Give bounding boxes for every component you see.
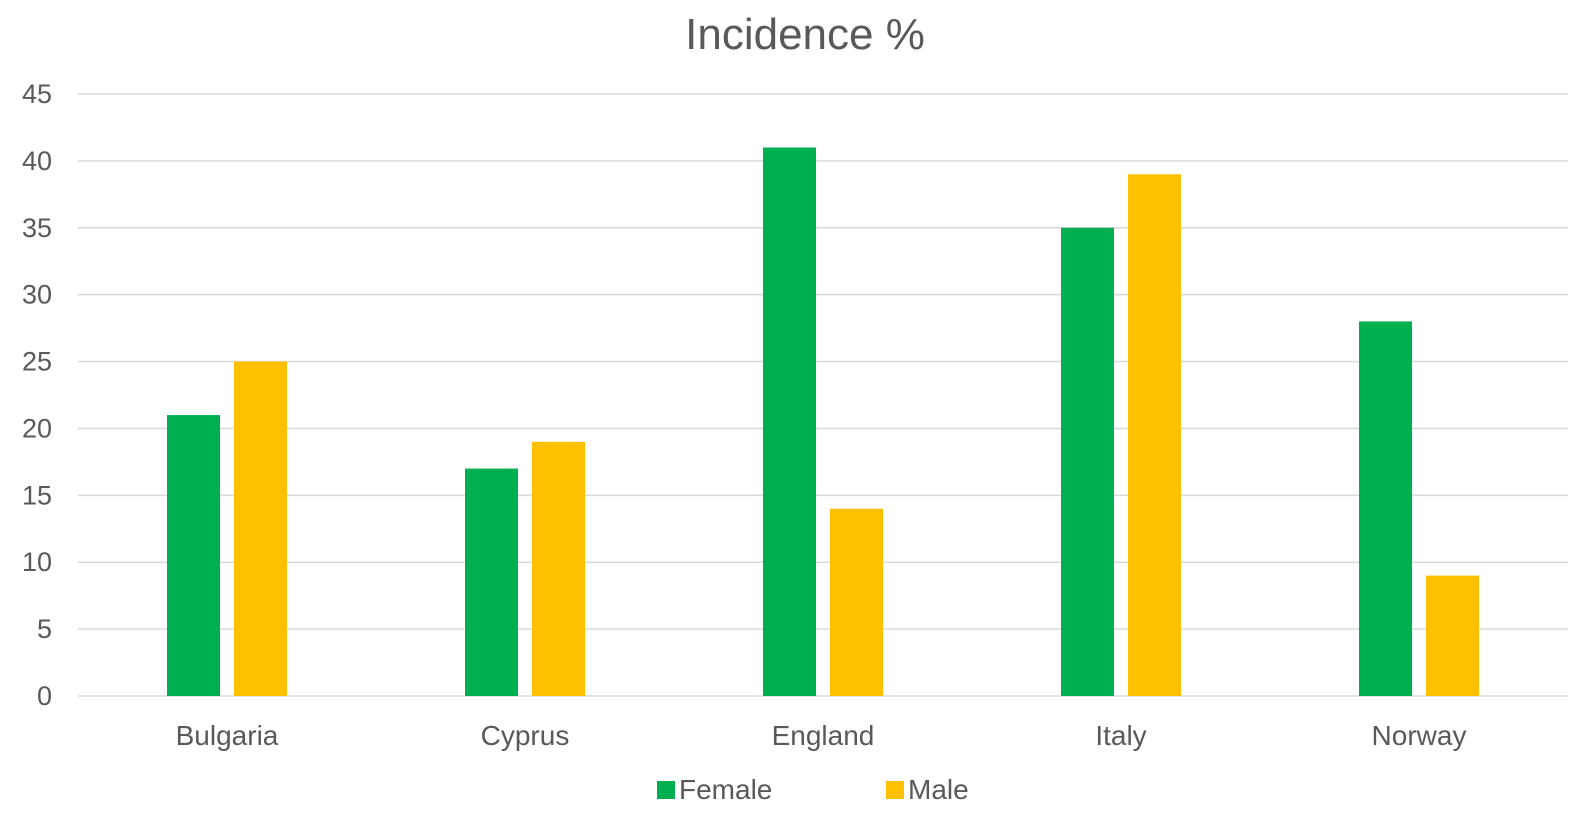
- legend-swatch-male: [886, 781, 904, 799]
- bar-female-cyprus: [465, 468, 518, 696]
- y-tick-label: 10: [22, 547, 52, 577]
- x-category-label: Cyprus: [481, 720, 570, 751]
- x-category-label: Norway: [1372, 720, 1467, 751]
- y-tick-label: 40: [22, 146, 52, 176]
- y-tick-label: 0: [37, 681, 52, 711]
- legend-label-male: Male: [908, 774, 969, 805]
- bar-male-england: [830, 508, 883, 696]
- gridlines: [78, 93, 1568, 697]
- legend-label-female: Female: [679, 774, 772, 805]
- y-tick-label: 45: [22, 79, 52, 109]
- x-category-label: Bulgaria: [176, 720, 279, 751]
- legend: Female Male: [657, 774, 969, 805]
- x-axis-category-labels: Bulgaria Cyprus England Italy Norway: [176, 720, 1467, 751]
- bar-female-england: [763, 147, 816, 696]
- y-tick-label: 20: [22, 413, 52, 443]
- bar-female-norway: [1359, 321, 1412, 696]
- y-tick-label: 30: [22, 280, 52, 310]
- y-tick-label: 25: [22, 347, 52, 377]
- bar-female-italy: [1061, 227, 1114, 696]
- bar-male-bulgaria: [234, 361, 287, 696]
- bar-male-norway: [1426, 575, 1479, 696]
- y-tick-label: 35: [22, 213, 52, 243]
- bars: [167, 147, 1479, 696]
- chart-title: Incidence %: [685, 10, 925, 59]
- y-tick-label: 15: [22, 480, 52, 510]
- legend-swatch-female: [657, 781, 675, 799]
- y-tick-label: 5: [37, 614, 52, 644]
- bar-male-cyprus: [532, 441, 585, 696]
- x-category-label: England: [772, 720, 875, 751]
- bar-female-bulgaria: [167, 415, 220, 696]
- bar-male-italy: [1128, 174, 1181, 696]
- y-axis-tick-labels: 0 5 10 15 20 25 30 35 40 45: [22, 79, 52, 711]
- x-category-label: Italy: [1095, 720, 1146, 751]
